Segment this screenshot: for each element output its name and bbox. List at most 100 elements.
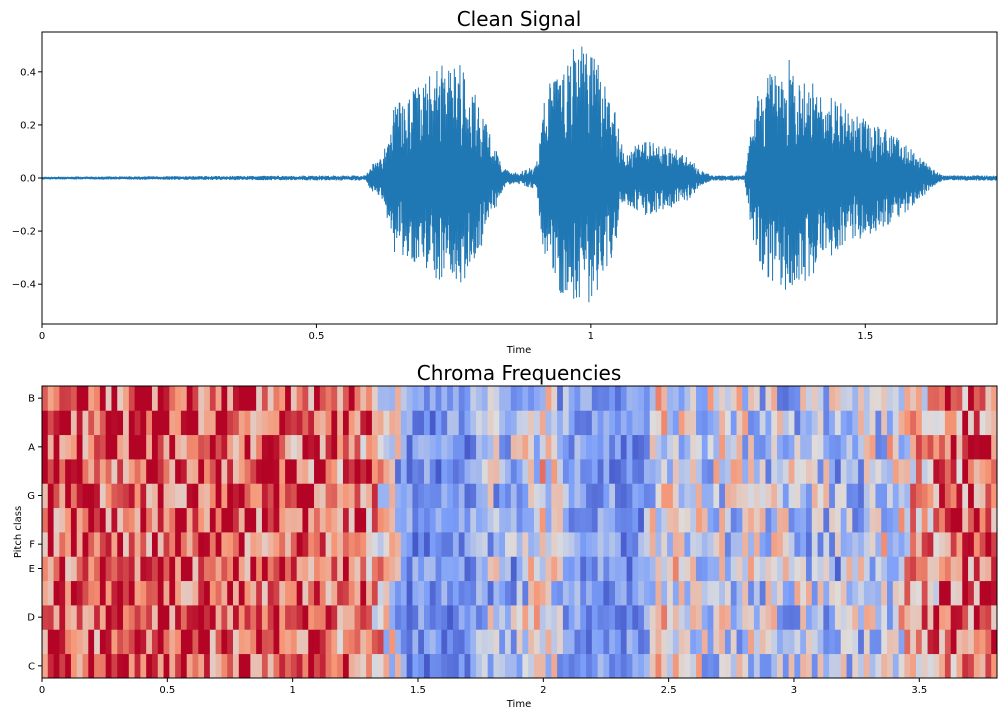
chroma-cell (452, 483, 460, 509)
chroma-cell (70, 434, 78, 460)
chroma-cell (881, 653, 888, 679)
chroma-cell (128, 629, 136, 655)
chroma-cell (238, 580, 245, 606)
chroma-cell (748, 434, 755, 460)
chroma-cell (424, 629, 431, 655)
chroma-cell (736, 629, 743, 655)
chroma-cell (580, 653, 587, 679)
chroma-cell (400, 605, 408, 630)
chroma-cell (290, 580, 298, 606)
chroma-cell (690, 653, 697, 679)
chroma-cell (267, 459, 274, 484)
chroma-cell (163, 653, 170, 679)
chroma-cell (562, 386, 570, 411)
chroma-cell (904, 629, 911, 655)
chroma-cell (331, 410, 338, 436)
chroma-cell (696, 532, 703, 557)
chroma-cell (395, 459, 402, 484)
chroma-cell (88, 580, 95, 606)
chroma-cell (730, 459, 737, 484)
chroma-cell (476, 459, 483, 484)
chroma-cell (551, 483, 558, 509)
chroma-cell (875, 653, 882, 679)
chroma-cell (979, 434, 986, 460)
chroma-cell (533, 532, 541, 557)
chroma-cell (47, 580, 54, 606)
chroma-cell (696, 459, 703, 484)
chroma-cell (719, 605, 726, 630)
chroma-cell (632, 386, 639, 411)
chroma-cell (354, 459, 361, 484)
chroma-cell (568, 580, 575, 606)
chroma-cell (146, 434, 153, 460)
chroma-cell (377, 386, 384, 411)
chroma-cell (192, 605, 199, 630)
chroma-cell (707, 629, 714, 655)
chroma-cell (580, 459, 587, 484)
chroma-cell (371, 459, 379, 484)
chroma-cell (53, 653, 60, 679)
chroma-cell (42, 629, 49, 655)
chroma-cell (707, 653, 714, 679)
chroma-cell (227, 556, 234, 582)
chroma-cell (140, 434, 147, 460)
chroma-cell (939, 629, 946, 655)
chroma-cell (968, 532, 975, 557)
chroma-cell (348, 629, 355, 655)
chroma-cell (117, 507, 124, 533)
chroma-cell (823, 653, 830, 679)
chroma-cell (314, 556, 321, 582)
chroma-cell (846, 532, 853, 557)
chroma-cell (800, 629, 807, 655)
chroma-cell (134, 386, 141, 411)
chroma-cell (227, 605, 234, 630)
chroma-cell (157, 507, 164, 533)
chroma-cell (777, 605, 784, 630)
chroma-cell (377, 483, 384, 509)
chroma-cell (875, 410, 882, 436)
chroma-cell (250, 459, 257, 484)
chroma-cell (956, 410, 963, 436)
chroma-cell (429, 532, 436, 557)
chroma-cell (713, 532, 720, 557)
chroma-cell (342, 653, 350, 679)
chroma-cell (701, 532, 709, 557)
chroma-cell (267, 386, 274, 411)
chroma-cell (678, 410, 685, 436)
chroma-cell (632, 556, 639, 582)
chroma-cell (840, 629, 847, 655)
chroma-cell (852, 410, 859, 436)
chroma-cell (464, 507, 471, 533)
chroma-cell (962, 459, 969, 484)
chroma-cell (643, 386, 651, 411)
chroma-cell (591, 556, 599, 582)
chroma-cell (296, 605, 303, 630)
chroma-x-ticks: 0 0.5 1 1.5 2 2.5 3 3.5 (39, 678, 927, 696)
chroma-cell (227, 410, 234, 436)
chroma-cell (690, 532, 697, 557)
chroma-cell (800, 532, 807, 557)
chroma-cell (892, 605, 900, 630)
chroma-cell (800, 410, 807, 436)
chroma-cell (574, 483, 581, 509)
chroma-cell (250, 410, 257, 436)
chroma-cell (117, 410, 124, 436)
chroma-cell (354, 580, 361, 606)
chroma-cell (308, 459, 315, 484)
chroma-cell (134, 434, 141, 460)
chroma-cell (765, 629, 772, 655)
chroma-cell (70, 483, 78, 509)
chroma-cell (603, 507, 610, 533)
chroma-cell (134, 653, 141, 679)
chroma-cell (620, 386, 627, 411)
chroma-cell (881, 434, 888, 460)
chroma-cell (366, 532, 373, 557)
chroma-cell (383, 629, 390, 655)
chroma-cell (811, 386, 818, 411)
chroma-cell (377, 629, 384, 655)
chroma-cell (875, 629, 882, 655)
chroma-cell (748, 386, 755, 411)
chroma-cell (910, 459, 917, 484)
chroma-cell (869, 556, 876, 582)
chroma-cell (308, 386, 315, 411)
